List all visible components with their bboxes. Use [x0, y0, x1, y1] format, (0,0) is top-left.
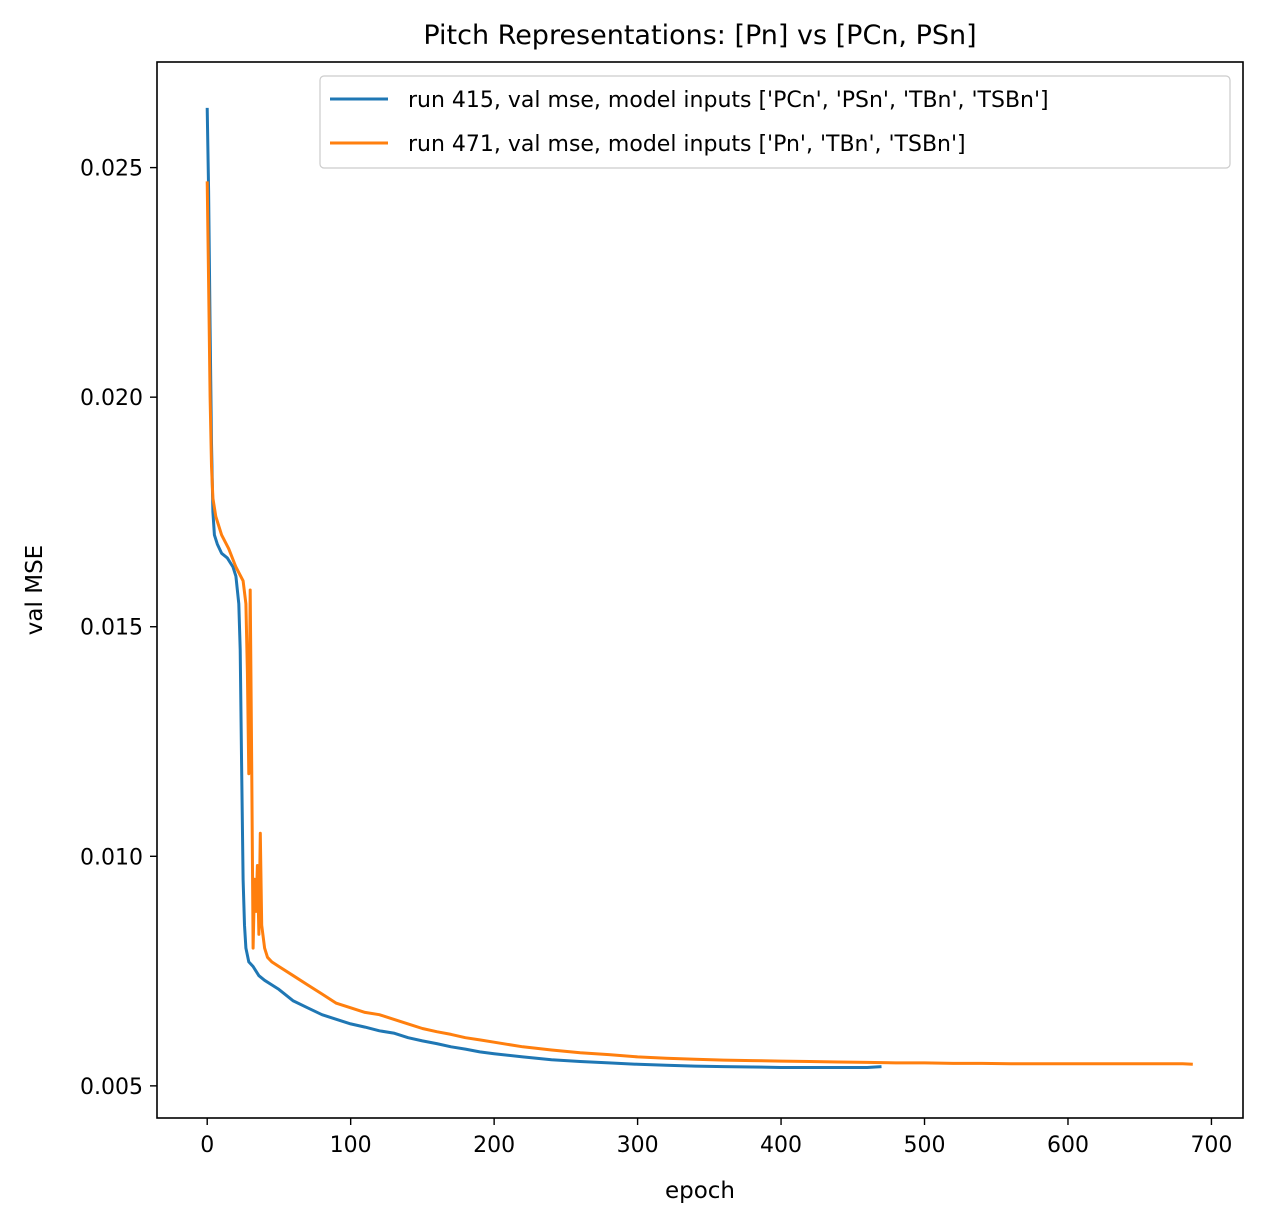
y-tick-label: 0.020 — [80, 386, 143, 411]
x-axis: 0 100 200 300 400 500 600 700 — [200, 1118, 1232, 1158]
legend-label-run-471: run 471, val mse, model inputs ['Pn', 'T… — [408, 132, 966, 157]
x-tick-label: 100 — [330, 1133, 372, 1158]
series-line-run-471 — [205, 181, 1193, 1066]
x-tick-label: 0 — [200, 1133, 214, 1158]
chart-title: Pitch Representations: [Pn] vs [PCn, PSn… — [423, 20, 976, 51]
y-tick-label: 0.025 — [80, 157, 143, 182]
y-tick-label: 0.005 — [80, 1075, 143, 1100]
legend-label-run-415: run 415, val mse, model inputs ['PCn', '… — [408, 88, 1049, 113]
x-tick-label: 500 — [904, 1133, 946, 1158]
y-tick-label: 0.010 — [80, 845, 143, 870]
x-tick-label: 300 — [617, 1133, 659, 1158]
x-tick-label: 400 — [760, 1133, 802, 1158]
legend-box — [319, 75, 1231, 169]
series-line-run-415 — [205, 107, 882, 1069]
y-tick-label: 0.015 — [80, 616, 143, 641]
plot-area-frame — [156, 61, 1244, 1119]
x-axis-label: epoch — [665, 1178, 735, 1204]
x-tick-label: 200 — [473, 1133, 515, 1158]
y-axis: 0.005 0.010 0.015 0.020 0.025 — [80, 157, 157, 1100]
y-axis-label: val MSE — [22, 545, 48, 635]
series-layer — [205, 107, 1193, 1069]
x-tick-label: 600 — [1047, 1133, 1089, 1158]
x-tick-label: 700 — [1190, 1133, 1232, 1158]
legend: run 415, val mse, model inputs ['PCn', '… — [319, 75, 1231, 169]
